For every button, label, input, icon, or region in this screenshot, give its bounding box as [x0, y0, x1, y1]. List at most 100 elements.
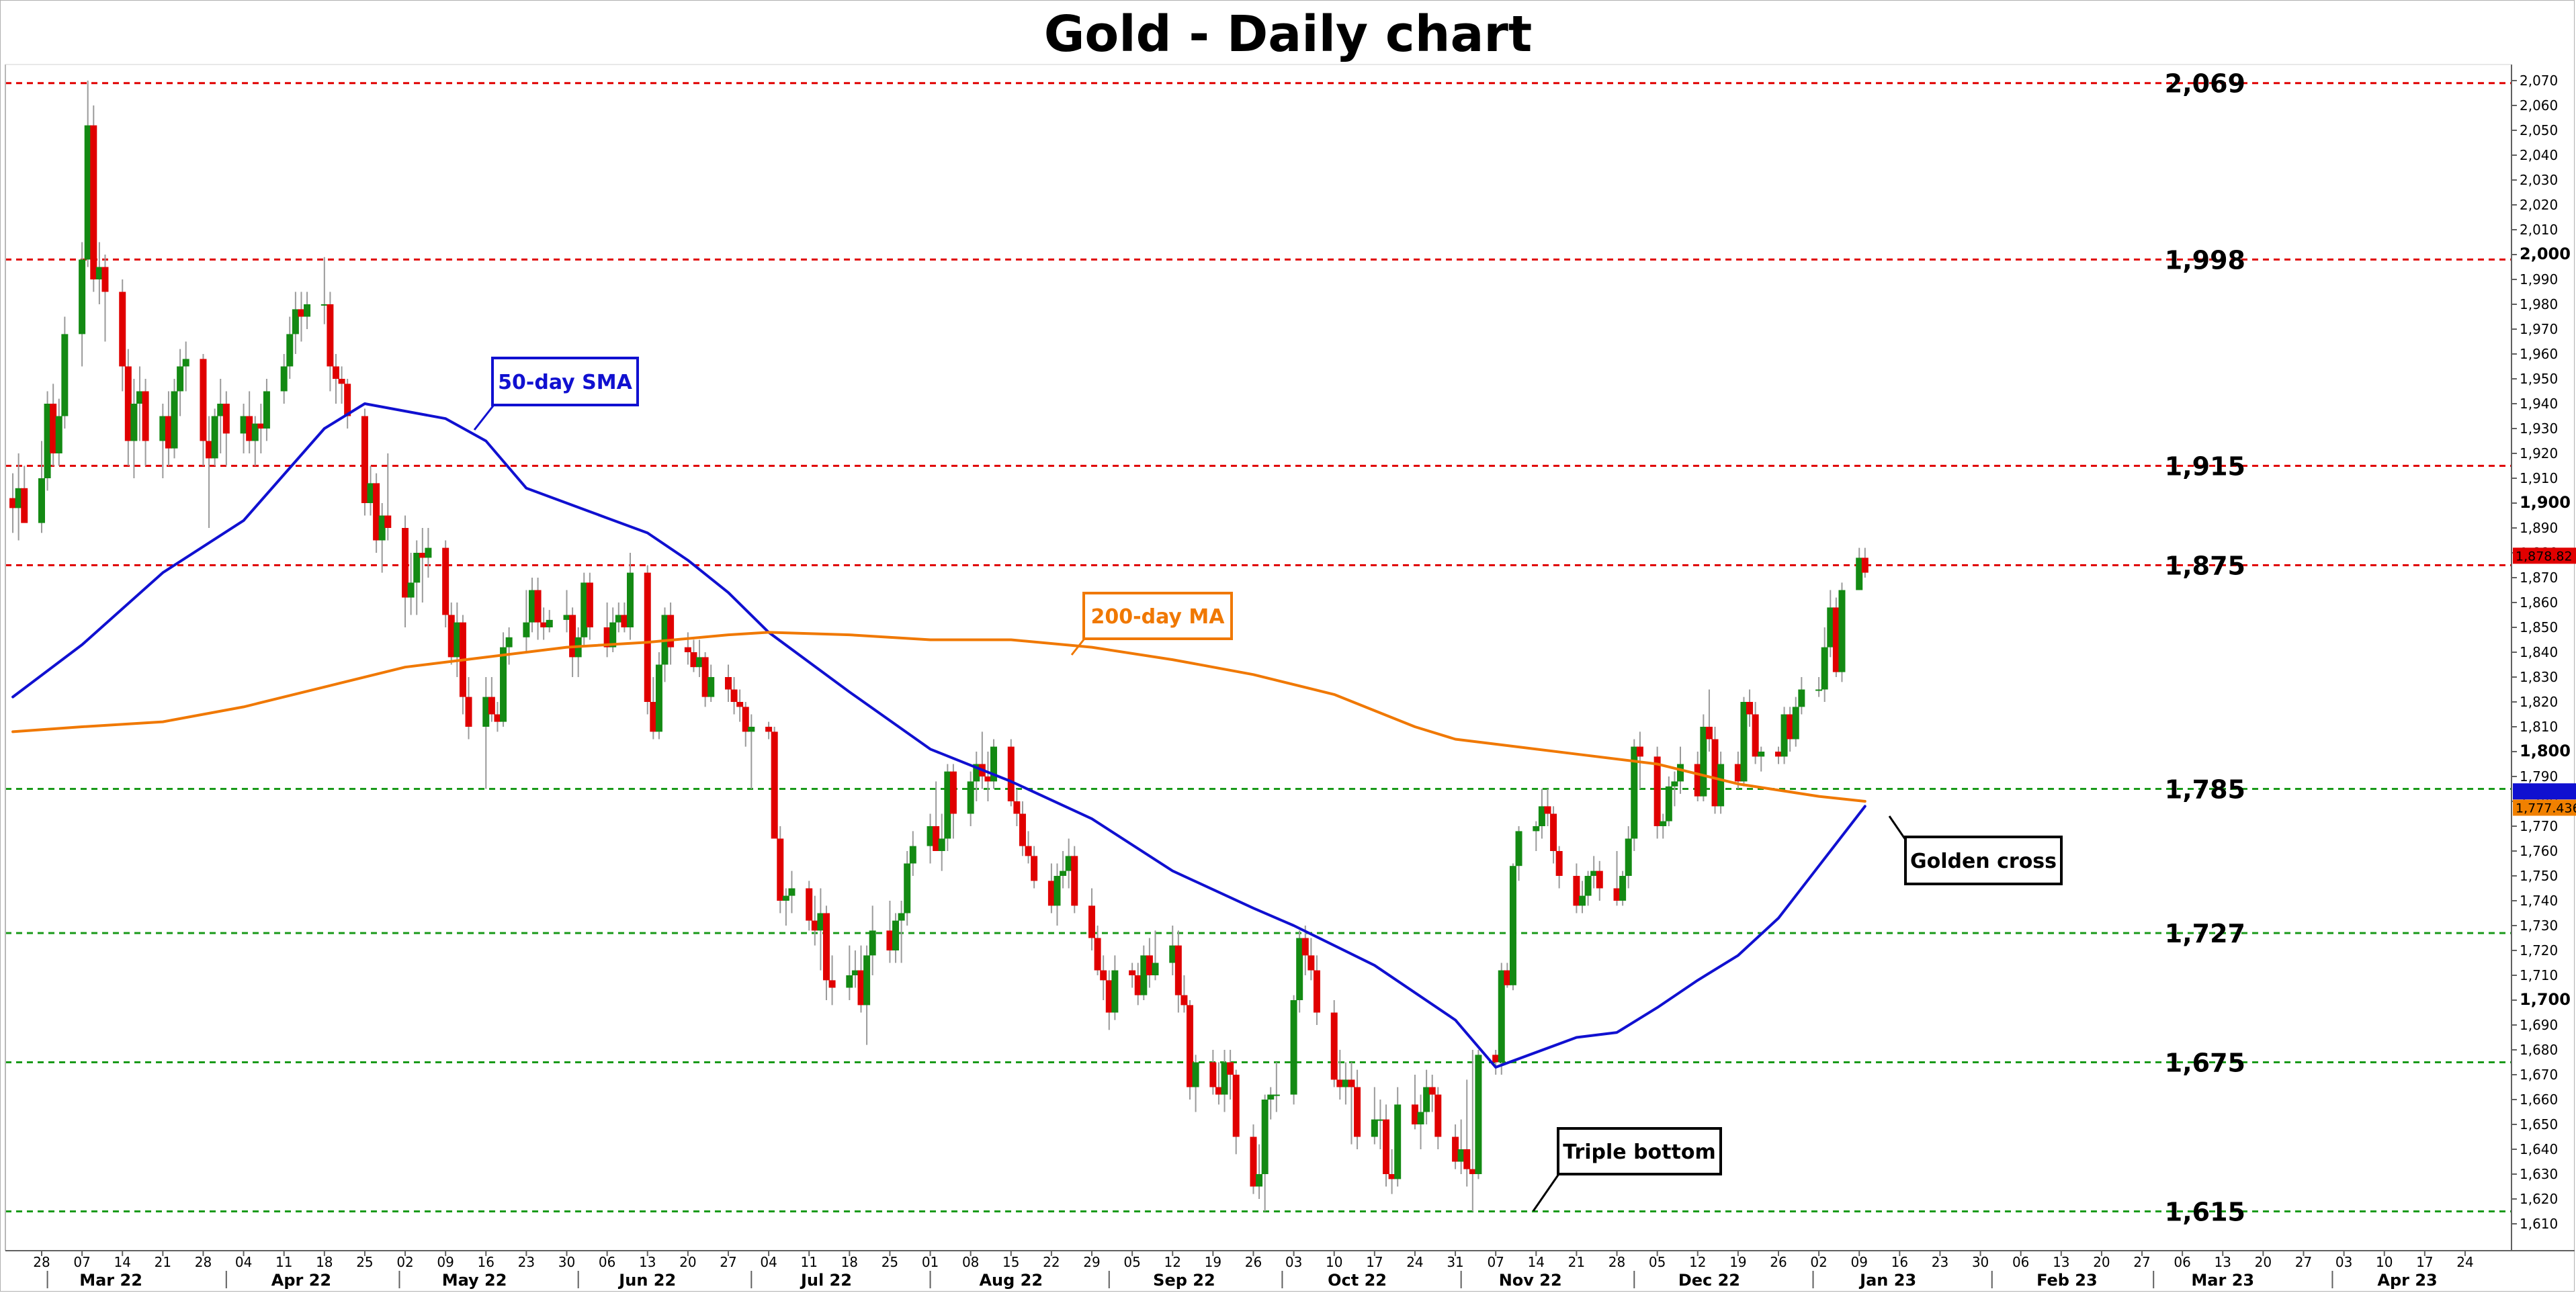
candle-body [1054, 876, 1061, 906]
y-tick-label: 1,840 [2520, 644, 2558, 660]
x-tick-label: 05 [1649, 1254, 1666, 1270]
candle-body [298, 309, 305, 317]
candle-body [1631, 746, 1638, 839]
level-label: 1,615 [2165, 1198, 2245, 1227]
candle-body [344, 384, 351, 416]
candle-body [1758, 752, 1765, 757]
candle-body [1475, 1055, 1482, 1174]
candle-body [44, 404, 51, 478]
candle-body [402, 528, 409, 598]
candle-body [724, 677, 732, 690]
candle-body [1313, 970, 1320, 1013]
candle-body [1463, 1149, 1471, 1169]
x-month-label: Mar 23 [2191, 1271, 2254, 1290]
x-tick-label: 11 [800, 1254, 817, 1270]
candle-body [1798, 689, 1805, 707]
candle-body [863, 955, 871, 1006]
candle-body [1515, 831, 1522, 866]
candle-body [1267, 1094, 1275, 1100]
candle-body [119, 292, 126, 367]
candle-body [1227, 1062, 1234, 1075]
levels-layer: 2,069 1,998 1,915 1,875 1,785 1,727 1,675 1,615 [5, 69, 2511, 1227]
y-tick-label: 1,910 [2520, 470, 2558, 486]
candle-body [1007, 746, 1015, 801]
golden-cross-leader [1888, 815, 1908, 842]
x-tick-label: 10 [2376, 1254, 2393, 1270]
candle-body [696, 657, 703, 668]
x-tick-label: 30 [1972, 1254, 1989, 1270]
x-tick-label: 01 [922, 1254, 939, 1270]
x-month-label: Nov 22 [1499, 1271, 1562, 1290]
candle-body [1832, 607, 1840, 672]
candle-body [1774, 752, 1782, 757]
sma50-leader [473, 404, 495, 431]
x-tick-label: 02 [396, 1254, 413, 1270]
candle-body [286, 334, 294, 367]
candle-body [1094, 938, 1101, 971]
x-tick-label: 29 [1083, 1254, 1100, 1270]
x-tick-label: 27 [2295, 1254, 2312, 1270]
candle-body [1573, 876, 1580, 906]
candle-body [1065, 856, 1072, 871]
y-tick-label: 1,620 [2520, 1191, 2558, 1207]
candle-body [505, 637, 513, 648]
x-tick-label: 18 [316, 1254, 333, 1270]
price-badge [2513, 547, 2576, 564]
candle-body [159, 416, 167, 441]
x-tick-label: 23 [518, 1254, 535, 1270]
y-tick-label: 1,850 [2520, 619, 2558, 635]
candle-body [442, 547, 449, 615]
x-axis-layer: 28 07 14 21 28 04 11 18 25 02 09 16 23 30 06 13 20 27 04 11… [5, 1250, 2575, 1290]
candle-body [1861, 558, 1869, 573]
candle-body [949, 771, 957, 814]
candle-body [765, 727, 773, 732]
candle-body [626, 572, 634, 627]
candle-body [1388, 1174, 1396, 1179]
candle-body [1296, 938, 1303, 1000]
candle-body [1146, 955, 1153, 975]
y-tick-label: 1,940 [2520, 396, 2558, 412]
x-month-label: Jan 23 [1858, 1271, 1916, 1290]
x-tick-label: 19 [1729, 1254, 1746, 1270]
candle-body [1354, 1087, 1361, 1137]
candle-body [1105, 980, 1113, 1013]
y-tick-label: 1,770 [2520, 818, 2558, 834]
candle-body [1734, 764, 1742, 782]
candle-body [984, 776, 992, 782]
x-tick-label: 28 [195, 1254, 212, 1270]
candle-body [206, 441, 213, 459]
candle-body [1232, 1075, 1240, 1137]
x-tick-label: 07 [1487, 1254, 1504, 1270]
candle-body [1787, 714, 1794, 740]
y-tick-label: 2,050 [2520, 122, 2558, 138]
candle-body [90, 125, 97, 279]
x-tick-label: 27 [2133, 1254, 2150, 1270]
x-tick-label: 31 [1447, 1254, 1463, 1270]
x-month-label: Jul 22 [800, 1271, 852, 1290]
y-tick-label: 1,920 [2520, 445, 2558, 461]
candle-body [1417, 1112, 1424, 1124]
x-month-label: Mar 22 [79, 1271, 142, 1290]
y-tick-label: 1,730 [2520, 918, 2558, 934]
candle-body [1192, 1062, 1199, 1087]
candle-body [1174, 945, 1182, 995]
candle-body [136, 391, 143, 404]
candle-body [304, 304, 311, 317]
candle-body [655, 664, 662, 732]
y-tick-label: 1,750 [2520, 868, 2558, 884]
candle-body [1665, 786, 1672, 821]
x-month-label: Feb 23 [2036, 1271, 2098, 1290]
candle-body [1660, 821, 1667, 826]
candle-body [419, 553, 426, 558]
candle-body [1221, 1062, 1228, 1095]
x-month-label: Apr 22 [271, 1271, 331, 1290]
candle-body [690, 652, 697, 668]
x-tick-label: 07 [73, 1254, 90, 1270]
candle-body [609, 622, 617, 648]
candle-body [61, 334, 69, 416]
y-tick-label: 1,870 [2520, 570, 2558, 586]
candle-body [1411, 1104, 1418, 1124]
price-badge-label: 1,777.436 [2516, 801, 2576, 815]
candle-body [1215, 1087, 1222, 1095]
